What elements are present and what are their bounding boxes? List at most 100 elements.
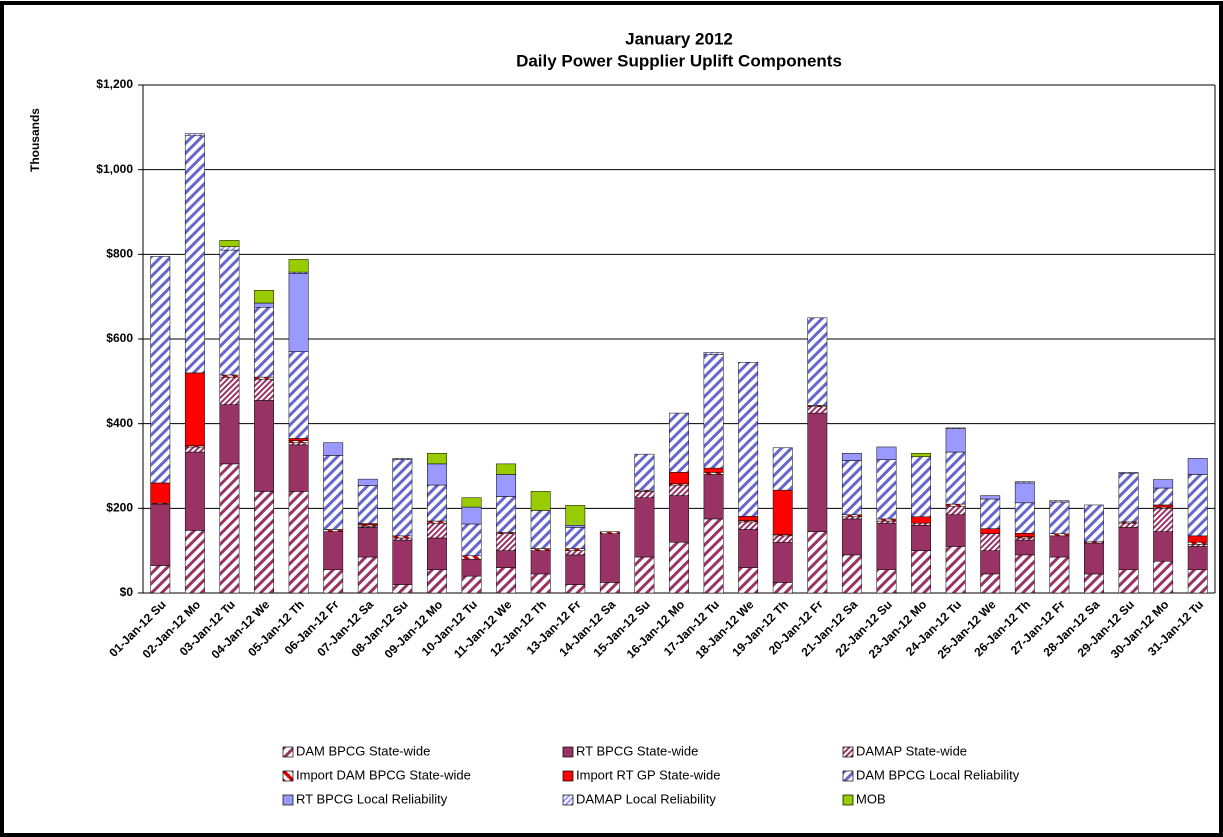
bar-segment (1049, 556, 1070, 594)
bar-segment (980, 528, 1001, 534)
bar-segment (703, 467, 724, 473)
bar-segment (980, 533, 1001, 551)
bar-segment (1187, 546, 1208, 570)
bar-segment (565, 505, 586, 526)
bar-segment (392, 535, 413, 539)
bar-segment (427, 463, 447, 486)
bar-segment (945, 503, 966, 507)
legend-swatch (842, 794, 854, 806)
bar-segment (219, 249, 240, 376)
bar-segment (219, 374, 240, 378)
bar-segment (219, 404, 240, 465)
bar-segment (392, 537, 413, 541)
bar-segment (565, 548, 586, 551)
bar-segment (219, 463, 240, 594)
bar-segment (427, 537, 447, 570)
bar-segment (219, 240, 240, 247)
bar-segment (323, 529, 344, 532)
bar-segment (703, 352, 724, 355)
y-tick-label: $0 (120, 585, 134, 599)
bar-segment (945, 451, 966, 505)
bar-segment (565, 584, 586, 594)
bar-segment (738, 516, 759, 521)
legend-label: RT BPCG State-wide (576, 743, 698, 758)
bar-segment (184, 135, 205, 374)
bar-segment (841, 514, 862, 518)
bar-segment (288, 351, 309, 439)
bar-segment (184, 133, 205, 137)
bar-segment (323, 455, 344, 530)
bar-segment (772, 489, 793, 535)
bar-segment (288, 273, 309, 352)
bar-segment (1118, 472, 1139, 523)
bar-segment (911, 453, 931, 457)
bar-segment (876, 520, 897, 524)
legend-label: DAM BPCG Local Reliability (856, 767, 1020, 782)
bar-segment (254, 307, 274, 378)
bar-segment (1049, 535, 1070, 558)
legend-swatch (282, 794, 294, 806)
bar-segment (184, 372, 205, 446)
bar-segment (1014, 537, 1035, 541)
bar-segment (427, 453, 447, 465)
bar-segment (669, 495, 689, 543)
bar-segment (1084, 573, 1104, 594)
bar-segment (150, 565, 171, 594)
bar-segment (634, 453, 655, 491)
bar-segment (1118, 569, 1139, 594)
bar-segment (634, 556, 655, 594)
bar-segment (565, 554, 586, 585)
bar-segment (669, 484, 689, 496)
bar-segment (496, 496, 517, 533)
bar-segment (150, 482, 171, 504)
bar-segment (1153, 479, 1174, 489)
bar-segment (738, 362, 759, 517)
legend-swatch (562, 794, 574, 806)
bar-segment (461, 555, 482, 560)
bar-segment (254, 376, 274, 380)
bar-segment (1118, 522, 1139, 528)
bar-segment (599, 531, 620, 534)
y-tick-label: $800 (106, 247, 133, 261)
bar-segment (565, 525, 586, 528)
bar-segment (703, 474, 724, 520)
bar-segment (254, 378, 274, 401)
bar-segment (1049, 501, 1070, 534)
bar-segment (530, 510, 551, 549)
bar-segment (703, 472, 724, 475)
bar-segment (807, 531, 828, 594)
bar-segment (945, 428, 966, 453)
bar-segment (669, 541, 689, 594)
legend-label: Import DAM BPCG State-wide (296, 767, 471, 782)
bar-segment (807, 406, 828, 414)
bar-segment (876, 446, 897, 460)
bar-segment (461, 497, 482, 508)
legend-swatch (842, 746, 854, 758)
bar-segment (1153, 531, 1174, 562)
bar-segment (288, 259, 309, 273)
bar-segment (876, 459, 897, 520)
bar-segment (1118, 472, 1139, 474)
bar-segment (945, 546, 966, 594)
bar-segment (427, 569, 447, 594)
bar-segment (599, 582, 620, 594)
legend-swatch (282, 746, 294, 758)
bar-segment (427, 484, 447, 522)
bar-segment (980, 498, 1001, 529)
bar-segment (980, 573, 1001, 594)
bar-segment (1153, 504, 1174, 508)
bar-segment (1014, 502, 1035, 534)
bar-segment (599, 533, 620, 583)
y-tick-label: $1,200 (96, 77, 133, 91)
bar-segment (496, 474, 517, 497)
bar-segment (323, 569, 344, 594)
bar-segment (254, 290, 274, 304)
bar-segment (772, 447, 793, 491)
bar-segment (841, 460, 862, 515)
y-tick-label: $600 (106, 331, 133, 345)
bar-segment (357, 478, 378, 486)
bar-segment (288, 440, 309, 443)
legend-label: MOB (856, 791, 886, 806)
bar-segment (1084, 504, 1104, 543)
